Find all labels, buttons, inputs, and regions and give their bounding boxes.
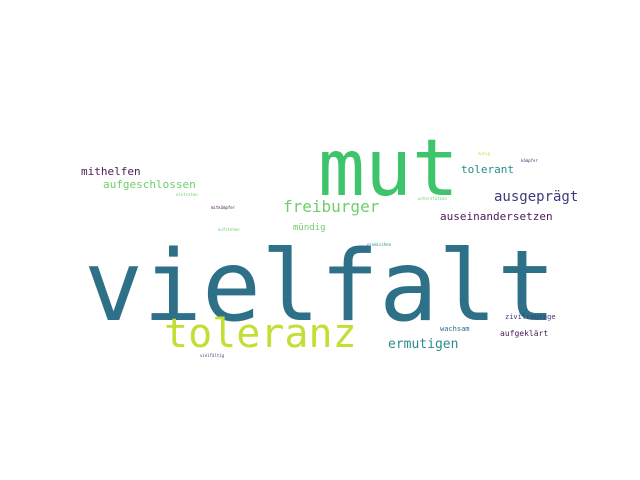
word-auseinandersetzen: auseinandersetzen bbox=[440, 210, 553, 223]
word-mutig: mutig bbox=[478, 151, 491, 156]
word-einmischen: einmischen bbox=[367, 242, 392, 247]
word-toleranz: toleranz bbox=[164, 311, 357, 357]
word-mut: mut bbox=[318, 124, 459, 214]
word-muendig: mündig bbox=[293, 223, 326, 233]
word-wachsam: wachsam bbox=[440, 325, 470, 333]
word-aufgeklaert: aufgeklärt bbox=[500, 329, 549, 338]
word-eintreten: eintreten bbox=[176, 192, 198, 197]
word-kaempfer: kämpfer bbox=[521, 158, 538, 163]
word-ausgepraegt: ausgeprägt bbox=[494, 189, 579, 205]
word-unterstuetzen: unterstützen bbox=[418, 196, 447, 201]
word-mitkaempfer: mitkämpfer bbox=[211, 205, 236, 210]
word-tolerant: tolerant bbox=[461, 163, 514, 176]
word-ermutigen: ermutigen bbox=[388, 337, 459, 352]
word-aufgeschlossen: aufgeschlossen bbox=[103, 178, 196, 191]
word-zivilcourage: zivilcourage bbox=[505, 313, 556, 321]
word-vielfalt: vielfalt bbox=[84, 230, 557, 344]
word-vielfaeltig: vielfältig bbox=[200, 353, 225, 358]
word-aufstehen: aufstehen bbox=[218, 227, 240, 232]
word-mithelfen: mithelfen bbox=[81, 165, 141, 178]
word-freiburger: freiburger bbox=[283, 197, 380, 216]
